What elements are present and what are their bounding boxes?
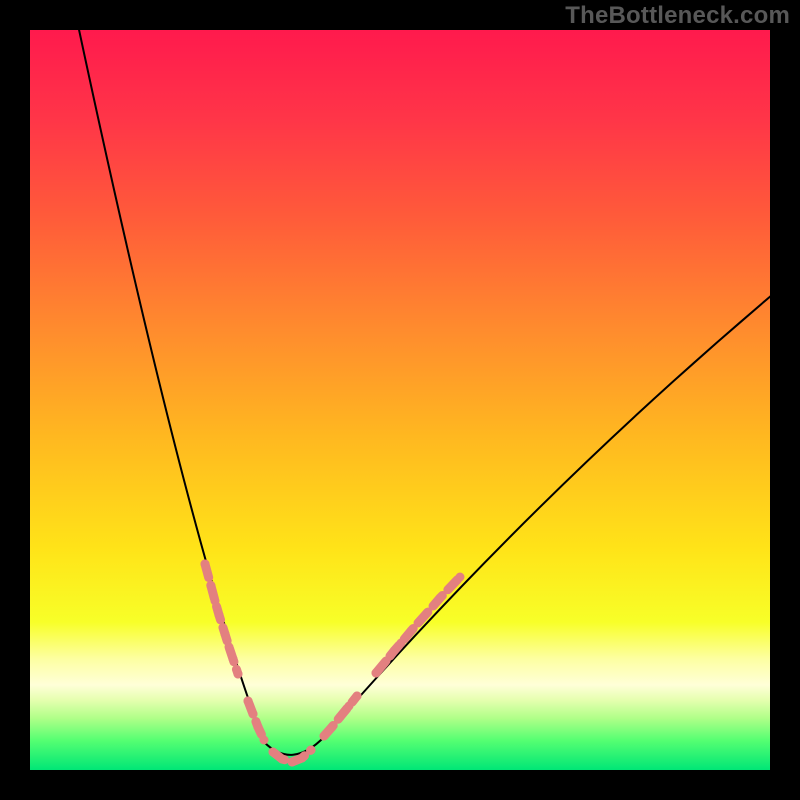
chart-frame: TheBottleneck.com [0, 0, 800, 800]
gradient-panel [30, 30, 770, 770]
gradient-rect [30, 30, 770, 770]
watermark-label: TheBottleneck.com [565, 2, 790, 30]
